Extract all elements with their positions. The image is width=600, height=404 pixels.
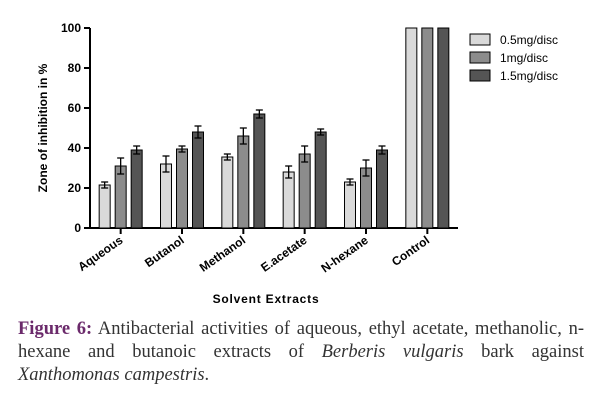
y-tick-label: 60 — [68, 101, 82, 115]
legend-label: 1mg/disc — [500, 51, 548, 65]
bar — [360, 167, 372, 229]
caption-species-2: Xanthomonas campestris — [18, 365, 205, 385]
x-tick-label: Control — [389, 233, 432, 269]
bar-chart: 0 20 40 60 80 100 Aqueous Butanol Methanol E.ace… — [36, 21, 558, 306]
x-tick-label: Methanol — [197, 233, 248, 275]
caption-text-1: Antibacterial activities of aqueous, eth… — [18, 319, 584, 362]
bar — [298, 153, 311, 229]
figure-label: Figure 6: — [18, 319, 93, 339]
bar — [114, 165, 127, 229]
legend-label: 0.5mg/disc — [500, 33, 558, 47]
bar — [376, 149, 388, 229]
caption-text-2: bark against — [463, 342, 584, 362]
bar — [192, 131, 204, 229]
bar — [282, 171, 295, 229]
bar — [314, 131, 327, 229]
y-tick-label: 80 — [68, 61, 82, 75]
y-tick-label: 40 — [68, 141, 82, 155]
x-tick-label: Butanol — [142, 233, 187, 270]
legend-swatch — [469, 51, 491, 64]
x-tick-labels: Aqueous Butanol Methanol E.acetate N-hexane C… — [75, 233, 432, 276]
legend: 0.5mg/disc 1mg/disc 1.5mg/disc — [469, 33, 558, 83]
bar — [98, 184, 111, 229]
bar — [437, 27, 450, 229]
bar — [160, 163, 172, 229]
y-tick-label: 100 — [61, 21, 81, 35]
x-tick-label: E.acetate — [258, 233, 309, 275]
caption-species-1: Berberis vulgaris — [321, 342, 464, 362]
figure-caption: Figure 6: Antibacterial activities of aq… — [18, 318, 584, 387]
y-tick-label: 0 — [74, 221, 81, 235]
x-tick-label: Aqueous — [75, 233, 125, 274]
x-tick-label: N-hexane — [318, 233, 371, 276]
x-axis-title: Solvent Extracts — [213, 292, 320, 306]
caption-text-3: . — [204, 365, 210, 385]
bars — [98, 27, 450, 229]
bar — [221, 156, 234, 229]
y-axis-title: Zone of inhibition in % — [36, 63, 50, 192]
y-tick-label: 20 — [68, 181, 82, 195]
bar — [344, 181, 356, 229]
legend-swatch — [469, 33, 491, 46]
bar — [253, 113, 266, 229]
bar — [237, 135, 250, 229]
bar — [130, 149, 143, 229]
bar — [405, 27, 418, 229]
bar — [421, 27, 434, 229]
bar — [176, 148, 188, 229]
legend-swatch — [469, 69, 491, 82]
legend-label: 1.5mg/disc — [500, 69, 558, 83]
axes: 0 20 40 60 80 100 — [61, 21, 458, 235]
